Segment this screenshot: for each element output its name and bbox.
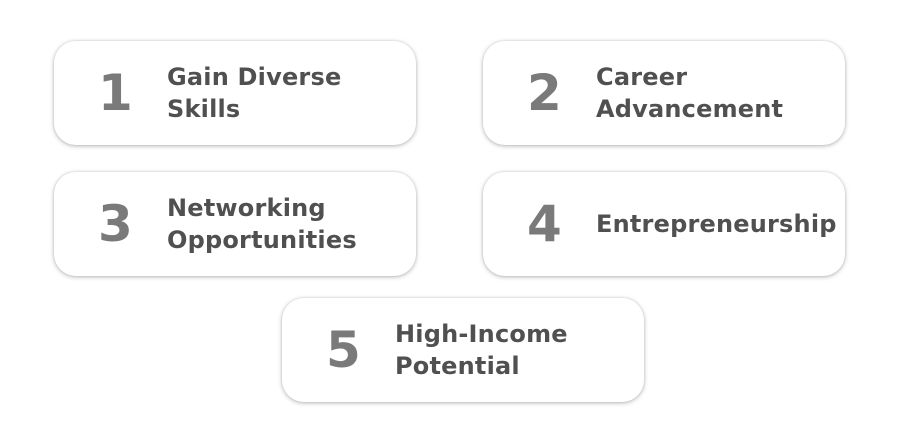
benefit-card-4: 4 Entrepreneurship (483, 172, 845, 276)
card-label-line-2: Opportunities (167, 226, 357, 254)
card-label: Entrepreneurship (596, 172, 836, 276)
card-label-line-1: High-Income (395, 320, 568, 348)
benefit-card-1: 1 Gain Diverse Skills (54, 41, 416, 145)
benefit-card-3: 3 Networking Opportunities (54, 172, 416, 276)
card-number: 1 (98, 64, 133, 122)
benefit-card-2: 2 Career Advancement (483, 41, 845, 145)
card-number: 4 (527, 195, 562, 253)
card-label-line-2: Potential (395, 352, 520, 380)
card-label: Networking Opportunities (167, 172, 407, 276)
card-label-line-1: Networking (167, 194, 326, 222)
card-label-line-1: Entrepreneurship (596, 210, 837, 238)
card-number: 5 (326, 321, 361, 379)
card-label: Career Advancement (596, 41, 836, 145)
card-number: 2 (527, 64, 562, 122)
card-label: Gain Diverse Skills (167, 41, 407, 145)
card-number: 3 (98, 195, 133, 253)
card-label-line-1: Gain Diverse (167, 63, 342, 91)
benefit-card-5: 5 High-Income Potential (282, 298, 644, 402)
card-label: High-Income Potential (395, 298, 635, 402)
card-label-line-2: Advancement (596, 95, 784, 123)
card-label-line-2: Skills (167, 95, 241, 123)
card-label-line-1: Career (596, 63, 688, 91)
